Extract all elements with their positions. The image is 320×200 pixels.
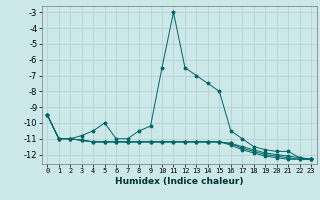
X-axis label: Humidex (Indice chaleur): Humidex (Indice chaleur) — [115, 177, 244, 186]
